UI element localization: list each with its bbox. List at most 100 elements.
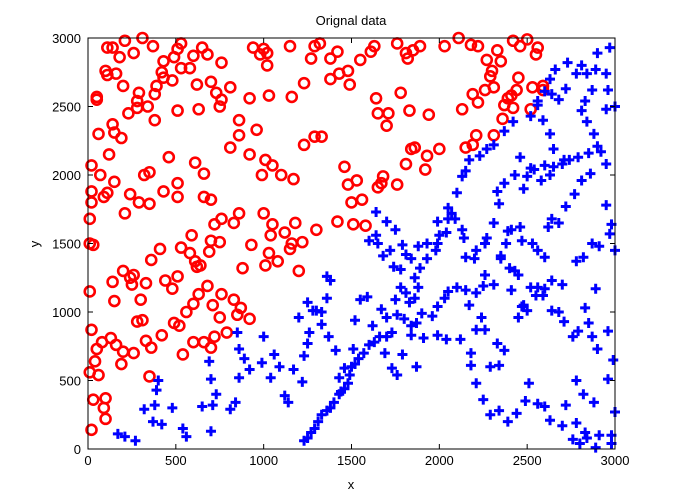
plus-marker [400, 287, 411, 298]
plus-marker [602, 326, 613, 337]
circle-marker [115, 357, 128, 371]
plus-marker [321, 405, 332, 416]
plus-marker [574, 438, 585, 449]
circle-marker [106, 275, 119, 289]
circle-marker [139, 276, 153, 290]
circle-marker [118, 34, 132, 48]
plus-marker [506, 285, 517, 296]
plus-marker [306, 427, 317, 438]
circle-marker [148, 113, 162, 127]
circle-marker [171, 104, 184, 117]
circle-marker [108, 294, 121, 308]
plot-frame [87, 37, 616, 450]
circle-marker [208, 218, 221, 231]
plus-marker [485, 409, 496, 420]
plus-marker [388, 261, 399, 272]
circle-marker [85, 185, 98, 198]
circle-marker [85, 323, 98, 337]
plus-marker [522, 171, 533, 182]
circle-marker [227, 216, 241, 230]
plus-marker [571, 375, 582, 386]
circle-marker [166, 74, 179, 87]
circle-marker [176, 348, 190, 361]
circle-marker [274, 168, 288, 182]
plus-marker [516, 235, 527, 246]
plus-marker [567, 331, 578, 342]
circle-marker [420, 149, 434, 163]
plus-marker [601, 68, 612, 79]
plus-marker [508, 116, 519, 127]
plus-marker [397, 349, 408, 360]
plus-marker [481, 233, 492, 244]
chart-title: Orignal data [316, 13, 388, 28]
plus-marker [532, 398, 543, 409]
plus-marker [460, 252, 471, 263]
y-tick-label: 2000 [52, 168, 81, 183]
circle-marker [259, 259, 272, 272]
plus-marker [471, 287, 482, 298]
circle-marker [531, 41, 545, 54]
circle-marker [403, 104, 416, 117]
circle-marker [234, 301, 248, 315]
plus-marker [546, 89, 557, 100]
circle-marker [353, 53, 367, 67]
plus-marker [430, 245, 441, 256]
circle-marker [513, 39, 527, 53]
circle-marker [491, 44, 504, 57]
circle-marker [324, 72, 337, 86]
plus-marker [256, 357, 267, 368]
plus-marker [581, 116, 592, 127]
circle-marker [394, 86, 407, 100]
circle-marker [343, 78, 357, 91]
plus-marker [230, 397, 241, 408]
plus-marker [422, 253, 433, 264]
circle-marker [506, 101, 520, 115]
plus-marker [601, 200, 612, 211]
x-tick-label: 500 [165, 453, 187, 468]
plus-marker [451, 187, 462, 198]
plus-marker [557, 279, 568, 290]
plus-marker [548, 161, 559, 172]
plus-marker [386, 327, 397, 338]
y-tick-label: 500 [59, 374, 81, 389]
plus-marker [601, 159, 612, 170]
circle-marker [116, 79, 130, 93]
plus-marker [406, 330, 417, 341]
circle-marker [106, 118, 119, 131]
circle-marker [173, 319, 186, 333]
plus-marker [225, 404, 236, 415]
circle-marker [213, 235, 227, 249]
plus-marker [578, 389, 589, 400]
circle-marker [245, 238, 258, 252]
plus-marker [559, 316, 570, 327]
plus-marker [207, 400, 218, 411]
circle-marker [113, 50, 126, 64]
circle-marker [187, 49, 200, 63]
plus-marker [604, 42, 615, 53]
plus-marker [590, 283, 601, 294]
plus-marker [469, 253, 480, 264]
plus-marker [328, 397, 339, 408]
plus-marker [330, 345, 341, 356]
plus-marker [344, 370, 355, 381]
plus-marker [464, 300, 475, 311]
circle-marker [236, 261, 249, 275]
circle-marker [158, 274, 172, 287]
plus-marker [580, 302, 591, 313]
circle-marker [134, 293, 147, 306]
plus-marker [350, 315, 361, 326]
circle-marker [180, 305, 193, 319]
plus-marker [602, 374, 613, 385]
plus-marker [583, 148, 594, 159]
circle-marker [278, 226, 292, 239]
plus-marker [288, 364, 299, 375]
plus-marker [485, 361, 496, 372]
circle-marker [127, 346, 140, 360]
plus-marker [511, 408, 522, 419]
plus-marker [545, 170, 556, 180]
plus-marker [432, 301, 443, 312]
plus-marker [304, 327, 315, 338]
plus-marker [418, 333, 429, 344]
plus-marker [545, 128, 556, 139]
